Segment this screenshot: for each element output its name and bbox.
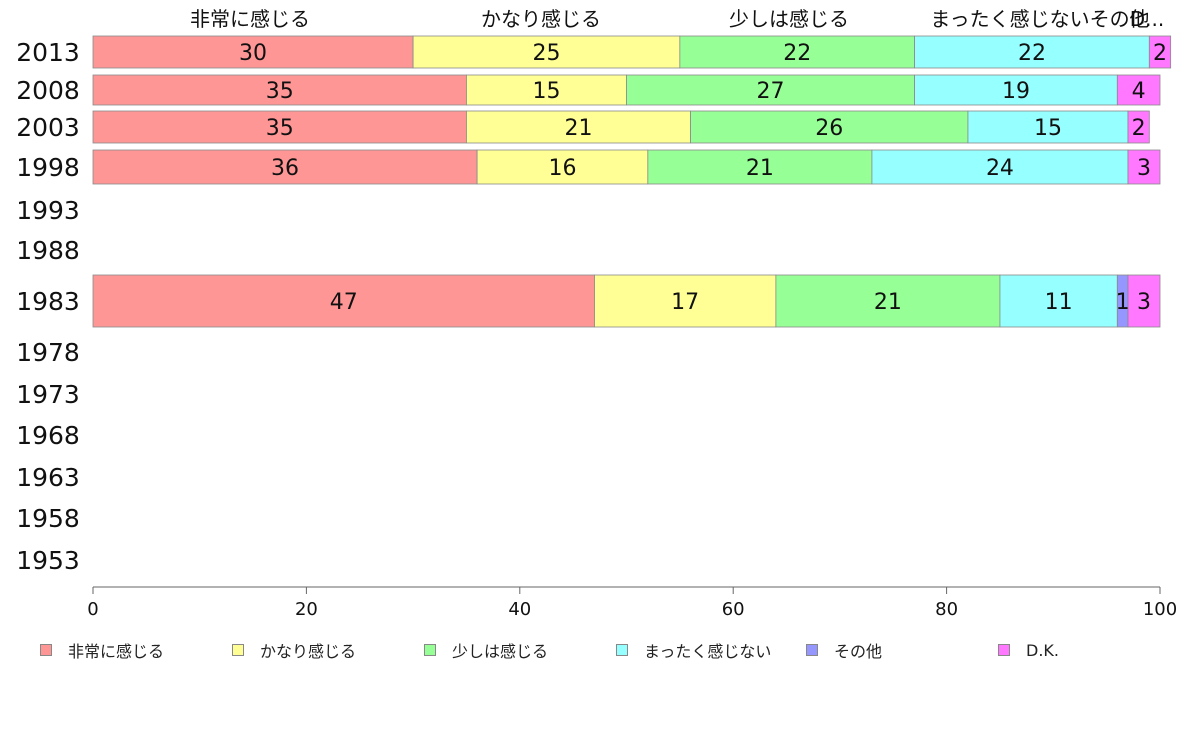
bar-value-label: 1 <box>1116 290 1130 315</box>
year-label: 1983 <box>16 287 80 316</box>
legend-label: その他 <box>834 642 883 661</box>
bar-value-label: 35 <box>266 116 294 141</box>
bar-value-label: 21 <box>746 156 774 181</box>
x-tick-label: 80 <box>935 599 958 620</box>
bar-segment <box>466 110 691 144</box>
bar-value-label: 27 <box>757 79 785 104</box>
bar-value-label: 3 <box>1137 156 1151 181</box>
top-series-label: 少しは感じる <box>729 7 849 31</box>
x-tick-label: 100 <box>1143 599 1177 620</box>
bar-value-label: 15 <box>1034 116 1062 141</box>
bar-value-label: 3 <box>1137 290 1151 315</box>
top-series-label: かなり感じる <box>481 7 601 31</box>
legend-label: D.K. <box>1026 640 1059 660</box>
bar-segment <box>679 35 915 69</box>
bar-value-label: 25 <box>532 41 560 66</box>
bar-value-label: 19 <box>1002 79 1030 104</box>
bar-segment <box>914 74 1118 106</box>
bar-segment <box>92 74 467 106</box>
bar-segment <box>1116 74 1161 106</box>
year-label: 1973 <box>16 380 80 409</box>
x-tick-label: 60 <box>722 599 745 620</box>
bar-segment <box>967 110 1129 144</box>
legend-swatch <box>616 644 628 656</box>
x-tick-label: 20 <box>295 599 318 620</box>
bar-value-label: 2 <box>1132 116 1146 141</box>
bar-value-label: 16 <box>548 156 576 181</box>
legend-item: D.K. <box>998 638 1059 662</box>
year-label: 1978 <box>16 338 80 367</box>
bar-segment <box>92 35 414 69</box>
legend-item: 非常に感じる <box>40 638 164 662</box>
bar-segment <box>466 74 627 106</box>
x-tick-label: 40 <box>508 599 531 620</box>
year-label: 1963 <box>16 463 80 492</box>
year-label: 1993 <box>16 196 80 225</box>
legend-swatch <box>998 644 1010 656</box>
bar-value-label: 2 <box>1153 41 1167 66</box>
legend-swatch <box>424 644 436 656</box>
year-label: 2013 <box>16 38 80 67</box>
bar-segment <box>1127 110 1150 144</box>
bar-value-label: 30 <box>239 41 267 66</box>
year-label: 1998 <box>16 153 80 182</box>
legend-label: かなり感じる <box>260 642 357 661</box>
bar-value-label: 17 <box>671 290 699 315</box>
year-label: 1958 <box>16 504 80 533</box>
year-label: 2008 <box>16 76 80 105</box>
bar-segment <box>690 110 969 144</box>
chart-legend: 非常に感じる かなり感じる 少しは感じる まったく感じない その他 D.K. <box>0 638 1188 662</box>
top-series-label: D... <box>1130 7 1164 31</box>
year-label: 2003 <box>16 113 80 142</box>
stacked-bar-chart: 非常に感じる かなり感じる 少しは感じる まったく感じないその他D...2013200… <box>16 7 1177 620</box>
bar-value-label: 35 <box>266 79 294 104</box>
top-series-label: 非常に感じる <box>190 7 310 31</box>
bar-segment <box>871 149 1129 185</box>
bar-value-label: 24 <box>986 156 1014 181</box>
top-series-label: まったく感じないその他 <box>930 7 1149 31</box>
bar-segment <box>775 274 1001 328</box>
bar-segment <box>914 35 1150 69</box>
bar-value-label: 11 <box>1045 290 1073 315</box>
bar-value-label: 36 <box>271 156 299 181</box>
x-tick-label: 0 <box>87 599 98 620</box>
bar-segment <box>626 74 915 106</box>
bar-value-label: 22 <box>783 41 811 66</box>
bar-value-label: 15 <box>532 79 560 104</box>
bar-value-label: 22 <box>1018 41 1046 66</box>
year-label: 1953 <box>16 546 80 575</box>
bar-segment <box>594 274 777 328</box>
bar-value-label: 26 <box>815 116 843 141</box>
bar-value-label: 4 <box>1132 79 1146 104</box>
bar-segment <box>92 149 478 185</box>
legend-item: まったく感じない <box>616 638 771 662</box>
legend-label: 非常に感じる <box>68 642 165 661</box>
bar-value-label: 21 <box>874 290 902 315</box>
legend-item: かなり感じる <box>232 638 356 662</box>
legend-label: 少しは感じる <box>452 642 549 661</box>
legend-swatch <box>806 644 818 656</box>
legend-swatch <box>232 644 244 656</box>
legend-item: 少しは感じる <box>424 638 548 662</box>
legend-label: まったく感じない <box>644 642 772 661</box>
bar-segment <box>1127 274 1161 328</box>
bar-segment <box>1127 149 1161 185</box>
bar-value-label: 21 <box>564 116 592 141</box>
year-label: 1968 <box>16 421 80 450</box>
year-label: 1988 <box>16 236 80 265</box>
bar-value-label: 47 <box>330 290 358 315</box>
bar-segment <box>412 35 681 69</box>
legend-item: その他 <box>806 638 882 662</box>
bar-segment <box>92 110 467 144</box>
legend-swatch <box>40 644 52 656</box>
bar-segment <box>1148 35 1172 69</box>
